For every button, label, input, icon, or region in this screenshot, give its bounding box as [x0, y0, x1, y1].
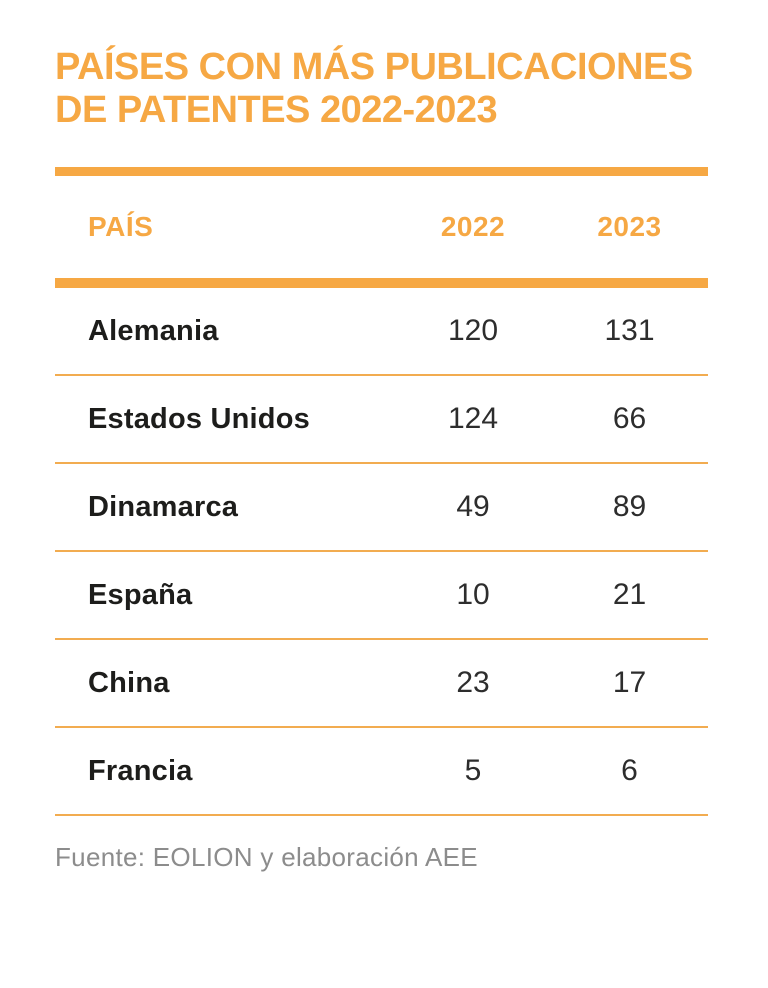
table-header-row: PAÍS 2022 2023 — [55, 176, 708, 278]
column-header-2023: 2023 — [597, 211, 662, 243]
title-line-1: PAÍSES CON MÁS PUBLICACIONES — [55, 46, 693, 88]
table-row: Francia 5 6 — [55, 728, 708, 817]
value-2022-cell: 120 — [447, 314, 499, 348]
value-2022-cell: 124 — [447, 402, 499, 436]
header-rule — [55, 278, 708, 289]
table-body: Alemania 120 131 Estados Unidos 124 66 D… — [55, 288, 708, 817]
country-cell: Dinamarca — [88, 490, 239, 523]
value-2022-cell: 10 — [456, 578, 490, 612]
country-cell: China — [88, 666, 170, 699]
value-2022-cell: 23 — [456, 666, 490, 700]
column-header-2022: 2022 — [440, 211, 506, 243]
source-caption: Fuente: EOLION y elaboración AEE — [55, 842, 478, 873]
page-title: PAÍSES CON MÁS PUBLICACIONES DE PATENTES… — [55, 0, 708, 131]
country-cell: Alemania — [88, 314, 219, 347]
table-row: Estados Unidos 124 66 — [55, 376, 708, 465]
country-cell: Estados Unidos — [88, 402, 310, 435]
value-2023-cell: 89 — [612, 490, 647, 524]
value-2023-cell: 21 — [612, 578, 647, 612]
title-line-2: DE PATENTES 2022-2023 — [55, 88, 498, 131]
country-cell: Francia — [88, 754, 193, 787]
table-row: Dinamarca 49 89 — [55, 464, 708, 553]
top-rule — [55, 167, 708, 177]
value-2022-cell: 49 — [456, 490, 490, 524]
country-cell: España — [88, 578, 193, 611]
table-row: China 23 17 — [55, 640, 708, 729]
value-2023-cell: 66 — [612, 402, 647, 436]
value-2023-cell: 131 — [604, 314, 655, 348]
value-2023-cell: 17 — [612, 666, 647, 700]
column-header-country: PAÍS — [88, 211, 154, 243]
value-2023-cell: 6 — [621, 754, 638, 788]
table-figure: PAÍSES CON MÁS PUBLICACIONES DE PATENTES… — [55, 0, 708, 873]
table-row: España 10 21 — [55, 552, 708, 641]
value-2022-cell: 5 — [464, 754, 482, 788]
table-row: Alemania 120 131 — [55, 288, 708, 377]
